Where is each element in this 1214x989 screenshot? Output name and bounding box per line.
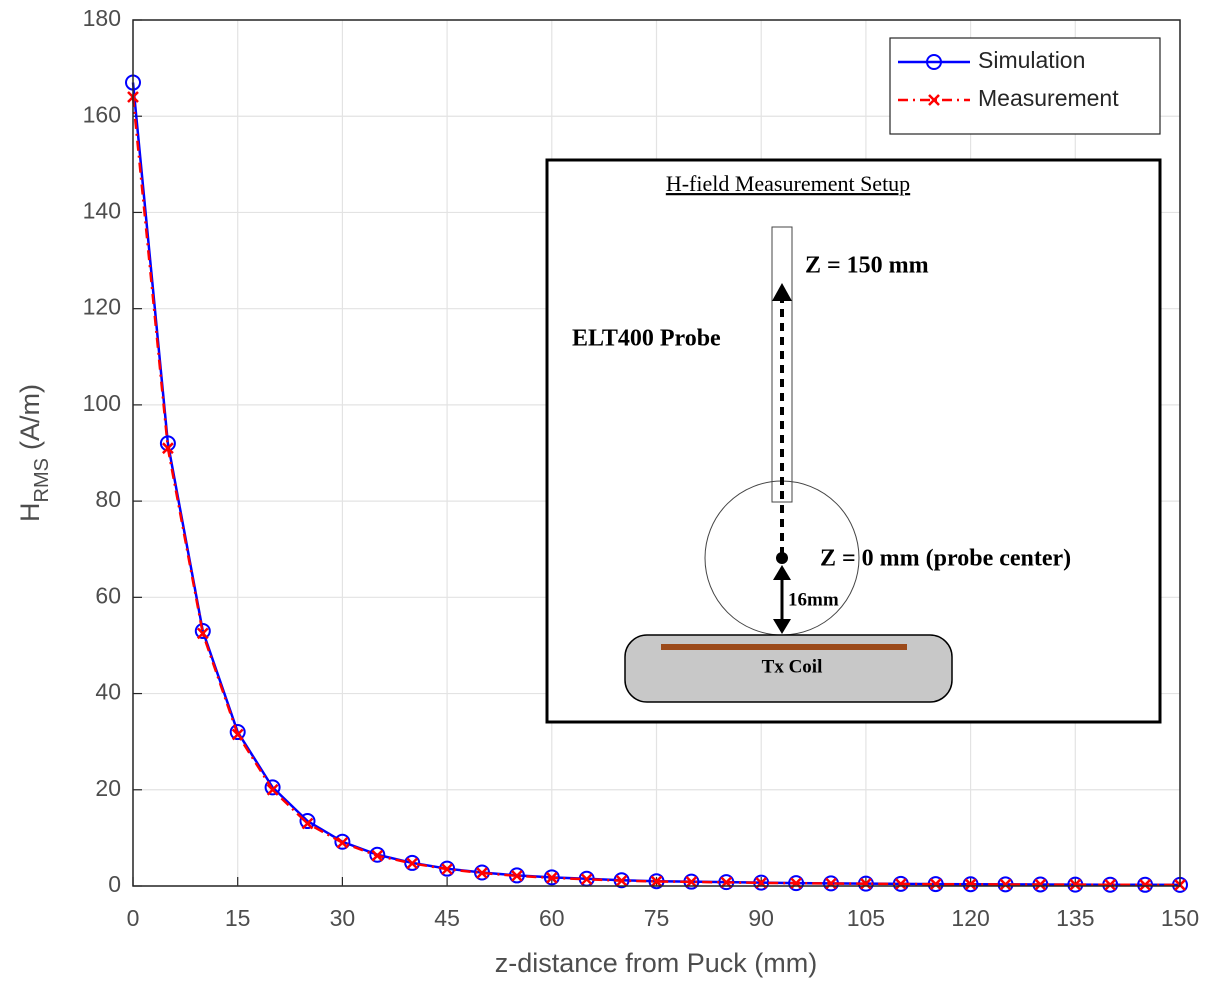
legend-marker (926, 54, 942, 70)
inset-label: Z = 0 mm (probe center) (820, 546, 1071, 572)
inset-diagram: H-field Measurement Setup Z = 150 mm ELT… (545, 158, 1162, 724)
arrow-head (773, 565, 791, 580)
y-tick-label: 120 (83, 294, 121, 320)
y-tick-label: 80 (95, 486, 121, 512)
x-axis-label: z-distance from Puck (mm) (495, 948, 818, 978)
legend-label: Simulation (978, 47, 1085, 73)
data-point (1104, 878, 1117, 891)
data-point (441, 863, 453, 876)
data-point (229, 724, 246, 741)
data-point (476, 867, 488, 879)
data-point (580, 873, 593, 886)
data-point (962, 876, 979, 893)
x-tick-label: 0 (127, 905, 140, 931)
probe-stem (771, 226, 793, 503)
data-point (894, 878, 907, 890)
y-tick-label: 100 (83, 390, 121, 416)
y-tick-label: 0 (108, 871, 121, 897)
y-axis-label: HRMS (A/m) (15, 384, 53, 522)
legend: Simulation Measurement (889, 37, 1161, 135)
arrow-head (773, 619, 791, 634)
data-point (194, 623, 211, 640)
inset-label: Tx Coil (762, 656, 823, 677)
y-tick-label: 20 (95, 775, 121, 801)
data-point (685, 876, 698, 888)
x-tick-label: 15 (225, 905, 251, 931)
data-point (231, 728, 244, 741)
x-tick-label: 30 (330, 905, 356, 931)
y-tick-label: 180 (83, 5, 121, 31)
y-tick-label: 160 (83, 101, 121, 127)
data-point (404, 854, 421, 871)
data-point (406, 857, 419, 870)
y-tick-label: 60 (95, 582, 121, 608)
arrow-head (772, 283, 792, 301)
data-point (1139, 878, 1151, 891)
x-tick-label: 60 (539, 905, 565, 931)
inset-label: 16mm (788, 589, 839, 610)
inset-title: H-field Measurement Setup (666, 171, 910, 196)
data-point (369, 846, 386, 863)
axes-box (132, 19, 1181, 887)
data-point (999, 878, 1012, 891)
x-tick-label: 45 (434, 905, 460, 931)
data-point (929, 878, 942, 891)
y-tick-label: 140 (83, 198, 121, 224)
plot (125, 74, 1188, 893)
x-tick-label: 90 (748, 905, 774, 931)
inset-label: ELT400 Probe (572, 326, 721, 352)
x-tick-label: 150 (1161, 905, 1199, 931)
data-point (299, 813, 316, 830)
legend-label: Measurement (978, 85, 1119, 111)
y-label-main: H (15, 502, 45, 522)
y-label-sub: RMS (31, 458, 53, 502)
data-point (511, 870, 523, 882)
data-point (196, 627, 209, 640)
x-tick-label: 75 (644, 905, 670, 931)
y-label-unit: (A/m) (15, 384, 45, 450)
legend-marker (928, 94, 940, 106)
data-point (788, 875, 805, 892)
data-point (1069, 878, 1082, 891)
x-tick-label: 120 (951, 905, 989, 931)
data-point (825, 877, 837, 890)
tx-coil-body (624, 634, 953, 703)
x-tick-label: 135 (1056, 905, 1094, 931)
data-point (860, 877, 872, 890)
inset-label: Z = 150 mm (805, 253, 929, 279)
data-point (371, 849, 384, 862)
data-point (650, 875, 663, 888)
data-point (615, 874, 628, 887)
data-point (334, 833, 351, 850)
data-point (266, 783, 279, 796)
data-point (162, 442, 174, 455)
legend-box (889, 37, 1161, 135)
probe-center (776, 552, 788, 564)
data-point (545, 871, 558, 884)
data-point (264, 779, 281, 796)
data-point (301, 817, 314, 830)
inset-frame (545, 158, 1162, 724)
data-point (964, 878, 977, 891)
data-point (336, 836, 349, 849)
x-tick-label: 105 (847, 905, 885, 931)
data-point (543, 869, 560, 886)
y-tick-label: 40 (95, 679, 121, 705)
data-point (1034, 878, 1047, 891)
